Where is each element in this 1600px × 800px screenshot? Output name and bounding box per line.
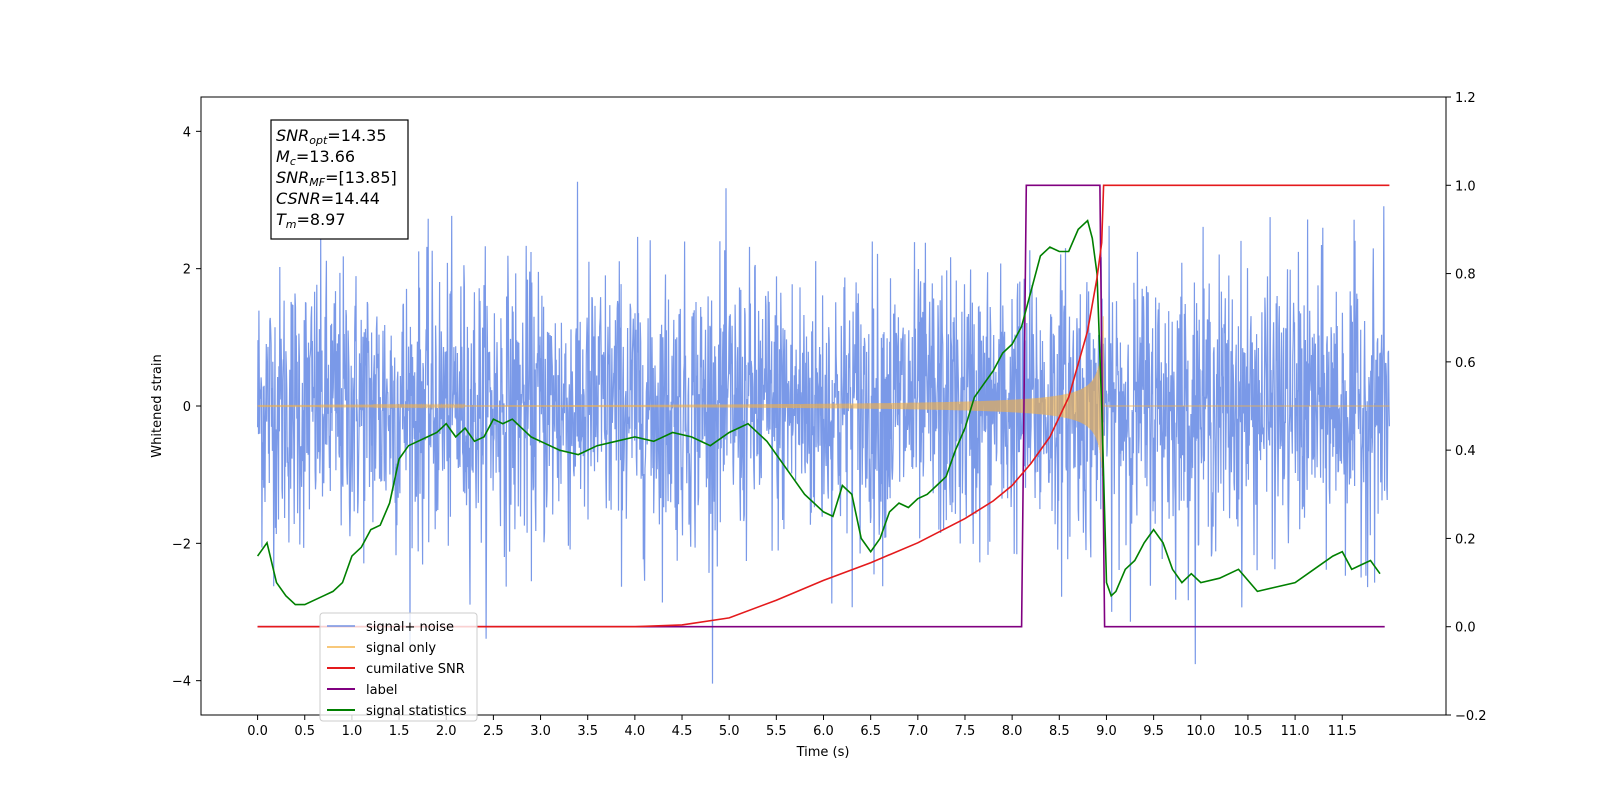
legend-label: signal statistics [366,704,467,719]
x-tick-label: 5.0 [719,724,740,739]
annotation-frame [270,119,409,240]
y-tick-label: 0 [183,400,191,415]
x-tick-label: 4.0 [625,724,646,739]
annotation-box: SNRopt=14.35Mc=13.66SNRMF=[13.85]CSNR=14… [270,119,409,240]
legend: signal+ noise signal only cumilative SNR la… [319,612,478,722]
x-tick-label: 2.0 [436,724,457,739]
y-axis-label: Whitened strain [150,354,165,457]
plot-area [256,181,1390,684]
x-tick-label: 10.5 [1233,724,1262,739]
y-tick-label: 2 [183,263,191,278]
x-tick-label: 0.5 [294,724,315,739]
y2-tick-label: 0.0 [1455,621,1476,636]
legend-label: label [366,683,397,698]
x-tick-label: 3.5 [577,724,598,739]
y-tick-label: −4 [172,675,191,690]
y2-tick-label: 1.2 [1455,91,1476,106]
legend-label: cumilative SNR [366,662,465,677]
x-tick-label: 1.5 [389,724,410,739]
x-tick-label: 8.0 [1002,724,1023,739]
series-cumulative-snr [257,184,1390,628]
x-tick-label: 9.0 [1096,724,1117,739]
annotation-line: Tm=8.97 [276,210,346,231]
x-tick-label: 8.5 [1049,724,1070,739]
legend-label: signal only [366,641,436,656]
x-tick-label: 6.0 [813,724,834,739]
y2-tick-label: 0.6 [1455,356,1476,371]
annotation-line: CSNR=14.44 [276,189,380,208]
y2-tick-label: 0.8 [1455,268,1476,283]
x-tick-label: 11.0 [1281,724,1310,739]
y-tick-label: −2 [172,537,191,552]
x-tick-label: 10.0 [1186,724,1215,739]
legend-label: signal+ noise [366,620,454,635]
x-tick-label: 3.0 [530,724,551,739]
y2-tick-label: 0.2 [1455,532,1476,547]
x-tick-label: 4.5 [672,724,693,739]
y2-tick-label: 0.4 [1455,444,1476,459]
x-tick-label: 6.5 [860,724,881,739]
y2-tick-label: −0.2 [1455,709,1487,724]
axes: 0.0 0.5 1.0 1.5 2.0 2.5 3.0 3.5 4.0 4.5 5.0 5.5 6.0 6… [172,91,1487,739]
annotation-line: SNRopt=14.35 [276,126,387,147]
y2-tick-label: 1.0 [1455,179,1476,194]
x-tick-label: 2.5 [483,724,504,739]
series-signal-noise [257,181,1390,684]
x-tick-label: 11.5 [1328,724,1357,739]
x-tick-label: 5.5 [766,724,787,739]
x-tick-label: 0.0 [247,724,268,739]
x-tick-label: 7.5 [955,724,976,739]
x-axis-label: Time (s) [796,745,850,760]
x-tick-label: 7.0 [907,724,928,739]
series-signal-statistics [256,219,1381,606]
annotation-line: SNRMF=[13.85] [276,168,397,189]
annotation-line: Mc=13.66 [276,147,355,168]
legend-frame [319,612,478,722]
series-signal-only [257,316,1390,488]
series-label [257,184,1385,628]
y-tick-label: 4 [183,125,191,140]
x-tick-label: 1.0 [342,724,363,739]
x-tick-label: 9.5 [1143,724,1164,739]
